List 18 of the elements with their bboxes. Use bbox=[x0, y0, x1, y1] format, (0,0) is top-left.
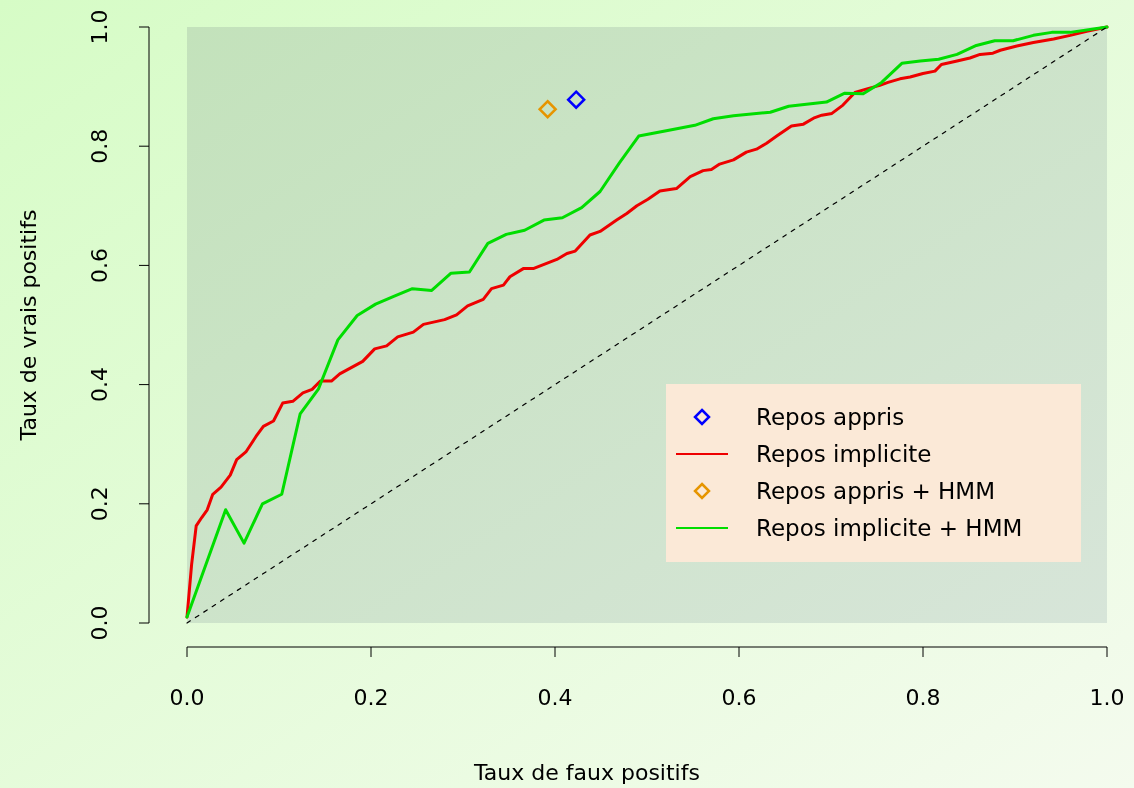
x-tick-label: 1.0 bbox=[1089, 685, 1125, 710]
x-tick-label: 0.0 bbox=[169, 685, 205, 710]
y-axis-title: Taux de vrais positifs bbox=[16, 209, 41, 442]
y-tick-label: 0.0 bbox=[87, 605, 112, 641]
y-tick-label: 1.0 bbox=[87, 9, 112, 45]
x-axis-title: Taux de faux positifs bbox=[473, 760, 700, 785]
legend-label: Repos implicite + HMM bbox=[756, 515, 1023, 541]
legend-label: Repos appris bbox=[756, 404, 905, 430]
y-tick-label: 0.2 bbox=[87, 486, 112, 522]
y-tick-label: 0.4 bbox=[87, 367, 112, 403]
x-tick-label: 0.2 bbox=[353, 685, 389, 710]
y-tick-label: 0.6 bbox=[87, 247, 112, 283]
y-tick-label: 0.8 bbox=[87, 128, 112, 164]
legend-label: Repos implicite bbox=[756, 441, 932, 467]
x-tick-label: 0.8 bbox=[905, 685, 941, 710]
x-tick-label: 0.4 bbox=[537, 685, 573, 710]
legend-label: Repos appris + HMM bbox=[756, 478, 996, 504]
x-tick-label: 0.6 bbox=[721, 685, 757, 710]
